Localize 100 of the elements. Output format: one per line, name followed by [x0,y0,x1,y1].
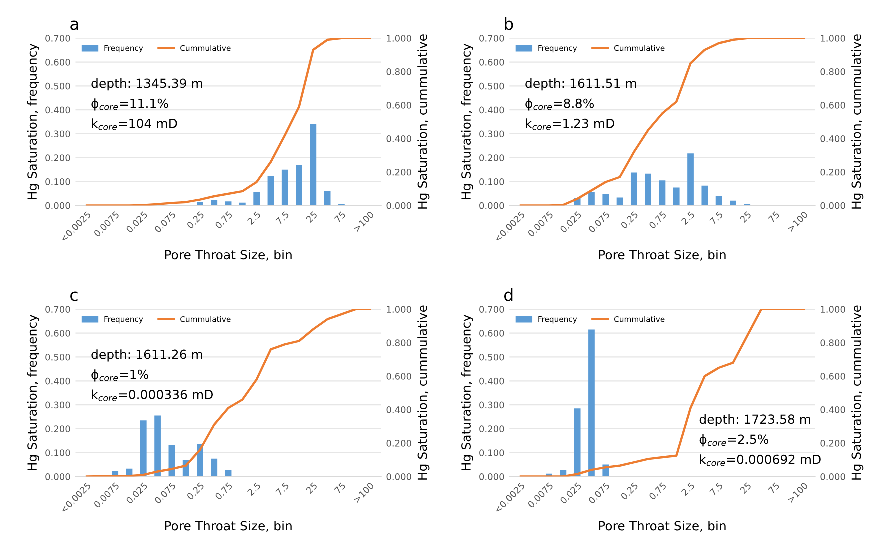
annotation: ϕ$_{core}$=2.5% [700,434,769,447]
annotation: k$_{core}$=0.000336 mD [92,390,214,402]
y2-tick-label: 1.000 [387,306,412,313]
y2-tick-label: 0.000 [386,202,412,210]
x-tick-label: 75 [334,211,346,224]
y-tick-label: 0.700 [480,306,504,313]
chart-title: a [70,20,78,30]
x-axis-title: Pore Throat Size, bin [165,521,292,532]
x-axis-title: Pore Throat Size, bin [599,521,726,532]
y-tick-label: 0.500 [480,354,504,361]
y-tick-label: 0.500 [480,82,504,90]
chart-title: d [504,288,513,302]
annotation: k$_{core}$=1.23 mD [526,118,614,130]
x-axis-title: Pore Throat Size, bin [599,250,726,261]
annotation: depth: 1345.39 m [92,78,202,91]
y-tick-label: 0.300 [46,130,70,138]
y2-tick-label: 1.000 [821,35,846,42]
y-axis-title: Hg Saturation, frequency [27,314,40,470]
y-tick-label: 0.000 [46,473,70,480]
annotation: k$_{core}$=104 mD [92,118,178,130]
x-tick-label: 25 [306,482,318,494]
y2-tick-label: 0.800 [386,340,412,346]
y-tick-label: 0.100 [46,450,70,456]
y-tick-label: 0.400 [46,106,70,114]
x-tick-label: 2.5 [681,211,696,226]
y2-tick-label: 0.000 [820,202,846,210]
y-tick-label: 0.000 [46,202,70,210]
x-tick-label: 75 [334,482,346,494]
y2-tick-label: 1.000 [387,35,412,42]
y2-tick-label: 0.800 [820,340,846,346]
x-tick-label: 7.5 [276,211,290,226]
chart-title: b [505,17,514,30]
y2-tick-label: 0.200 [820,168,846,176]
y2-axis-title: Hg Saturation, cummulative [418,306,430,480]
x-tick-label: 7.5 [710,211,724,226]
x-tick-label: 2.5 [247,482,262,496]
x-tick-label: 75 [768,482,780,494]
y-axis-title: Hg Saturation, frequency [27,44,40,200]
x-tick-label: 7.5 [710,482,724,496]
y-tick-label: 0.300 [480,402,504,409]
y-tick-label: 0.000 [480,202,504,210]
y2-tick-label: 1.000 [821,306,846,313]
y-tick-label: 0.400 [480,378,504,385]
y-axis-title: Hg Saturation, frequency [461,314,474,470]
y2-tick-label: 0.400 [386,406,412,414]
annotation: depth: 1723.58 m [700,414,810,427]
y2-tick-label: 0.200 [386,168,412,176]
y-tick-label: 0.400 [480,106,504,114]
y2-tick-label: 0.600 [820,373,846,380]
y-tick-label: 0.700 [46,306,70,313]
y2-tick-label: 0.600 [820,102,846,109]
annotation: ϕ$_{core}$=1% [92,370,148,382]
y-tick-label: 0.600 [480,58,504,66]
y2-tick-label: 0.200 [386,440,412,447]
x-tick-label: 25 [740,211,752,224]
x-tick-label: 25 [740,482,752,494]
y-tick-label: 0.700 [480,35,504,42]
y-axis-title: Hg Saturation, frequency [461,44,474,200]
y-tick-label: 0.100 [46,178,70,186]
annotation: depth: 1611.51 m [526,78,636,91]
x-tick-label: 25 [306,211,318,224]
y2-tick-label: 0.200 [820,440,846,447]
y-tick-label: 0.600 [480,330,504,337]
x-tick-label: 75 [768,211,780,224]
y-tick-label: 0.600 [46,330,70,337]
x-tick-label: 7.5 [276,482,290,496]
y-tick-label: 0.400 [46,378,70,385]
y-tick-label: 0.600 [46,58,70,66]
y-tick-label: 0.100 [480,178,504,186]
x-tick-label: 2.5 [247,211,262,226]
y2-tick-label: 0.000 [386,473,412,480]
y2-tick-label: 0.400 [386,135,412,142]
y2-tick-label: 0.600 [386,102,412,109]
y2-tick-label: 0.400 [820,135,846,142]
y2-tick-label: 0.800 [386,68,412,76]
y2-axis-title: Hg Saturation, cummulative [852,34,864,209]
chart-title: c [70,292,78,302]
y2-tick-label: 0.000 [820,473,846,480]
annotation: k$_{core}$=0.000692 mD [700,454,821,466]
y-tick-label: 0.700 [46,35,70,42]
y-tick-label: 0.000 [480,473,504,480]
annotation: ϕ$_{core}$=8.8% [526,98,594,111]
y-tick-label: 0.500 [46,354,70,361]
y2-axis-title: Hg Saturation, cummulative [418,34,430,209]
x-tick-label: 2.5 [681,482,696,496]
y2-axis-title: Hg Saturation, cummulative [852,306,864,480]
y-tick-label: 0.500 [46,82,70,90]
annotation: depth: 1611.26 m [92,350,202,362]
y-tick-label: 0.200 [46,154,70,162]
y-tick-label: 0.100 [480,450,504,456]
x-axis-title: Pore Throat Size, bin [165,250,292,261]
y-tick-label: 0.300 [46,402,70,409]
y-tick-label: 0.300 [480,130,504,138]
y-tick-label: 0.200 [46,426,70,433]
annotation: ϕ$_{core}$=11.1% [92,98,168,111]
y2-tick-label: 0.800 [820,68,846,76]
y-tick-label: 0.200 [480,154,504,162]
y2-tick-label: 0.400 [820,406,846,414]
y-tick-label: 0.200 [480,426,504,433]
y2-tick-label: 0.600 [386,373,412,380]
